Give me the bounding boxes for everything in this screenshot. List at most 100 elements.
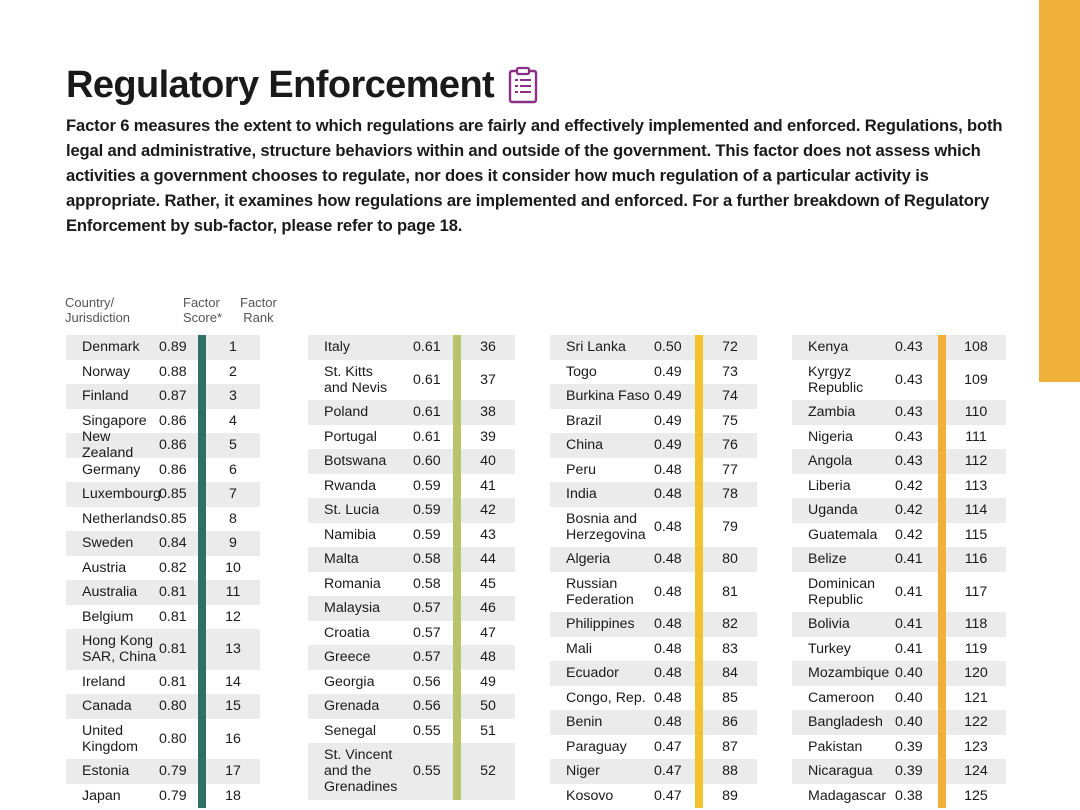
score-color-bar (695, 710, 703, 735)
factor-rank: 51 (480, 722, 496, 739)
factor-rank: 12 (225, 608, 241, 625)
factor-rank: 108 (964, 339, 988, 356)
factor-rank: 115 (964, 526, 988, 543)
factor-rank: 74 (722, 388, 738, 405)
factor-score: 0.55 (413, 763, 441, 780)
table-row: Ecuador 0.48 84 (550, 661, 757, 686)
table-row: Kyrgyz Republic 0.43 109 (792, 359, 1006, 400)
factor-rank: 85 (722, 689, 738, 706)
factor-score: 0.48 (654, 689, 682, 706)
factor-score: 0.43 (895, 428, 923, 445)
factor-rank: 13 (225, 641, 241, 658)
table-row: Denmark 0.89 1 (66, 335, 260, 360)
factor-rank: 77 (722, 461, 738, 478)
table-row: Greece 0.57 48 (308, 645, 515, 670)
score-color-bar (695, 734, 703, 759)
table-row: Bosnia and Herzegovina 0.48 79 (550, 506, 757, 547)
score-color-bar (198, 359, 206, 384)
table-row: Nigeria 0.43 111 (792, 424, 1006, 449)
factor-rank: 7 (229, 486, 237, 503)
table-row: Ireland 0.81 14 (66, 669, 260, 694)
factor-rank: 83 (722, 640, 738, 657)
table-row: New Zealand 0.86 5 (66, 429, 260, 461)
table-row: Philippines 0.48 82 (550, 612, 757, 637)
factor-rank: 6 (229, 461, 237, 478)
score-color-bar (453, 400, 461, 425)
table-row: Malaysia 0.57 46 (308, 596, 515, 621)
factor-rank: 9 (229, 535, 237, 552)
factor-rank: 4 (229, 412, 237, 429)
factor-score: 0.59 (413, 477, 441, 494)
header-country: Country/ Jurisdiction (65, 295, 131, 325)
factor-score: 0.49 (654, 363, 682, 380)
factor-rank: 2 (229, 363, 237, 380)
sidebar-accent-bar (1039, 0, 1080, 382)
factor-score: 0.56 (413, 698, 441, 715)
score-color-bar (453, 498, 461, 523)
table-row: Portugal 0.61 39 (308, 424, 515, 449)
table-column-1: Denmark 0.89 1 Norway 0.88 2 Finland 0.87 3 Singa… (66, 335, 260, 808)
score-color-bar (695, 506, 703, 547)
factor-score: 0.48 (654, 551, 682, 568)
table-row: Bangladesh 0.40 122 (792, 710, 1006, 735)
score-color-bar (198, 580, 206, 605)
factor-rank: 117 (964, 583, 988, 600)
factor-rank: 16 (225, 730, 241, 747)
table-row: Italy 0.61 36 (308, 335, 515, 360)
factor-score: 0.81 (159, 641, 187, 658)
factor-rank: 38 (480, 404, 496, 421)
score-color-bar (198, 506, 206, 531)
score-color-bar (198, 408, 206, 433)
factor-rank: 43 (480, 526, 496, 543)
factor-rank: 113 (964, 477, 988, 494)
factor-score: 0.41 (895, 583, 923, 600)
table-row: St. Lucia 0.59 42 (308, 498, 515, 523)
table-row: Brazil 0.49 75 (550, 408, 757, 433)
table-row: Finland 0.87 3 (66, 384, 260, 409)
factor-score: 0.41 (895, 640, 923, 657)
table-row: Estonia 0.79 17 (66, 759, 260, 784)
factor-rank: 80 (722, 551, 738, 568)
table-row: Algeria 0.48 80 (550, 547, 757, 572)
country-name: Romania (324, 575, 381, 592)
factor-rank: 89 (722, 787, 738, 804)
factor-score: 0.57 (413, 624, 441, 641)
factor-score: 0.47 (654, 787, 682, 804)
factor-rank: 88 (722, 763, 738, 780)
score-color-bar (938, 449, 946, 474)
country-name: Mali (566, 640, 593, 657)
factor-score: 0.49 (654, 388, 682, 405)
table-row: Peru 0.48 77 (550, 457, 757, 482)
table-row: Russian Federation 0.48 81 (550, 571, 757, 612)
factor-score: 0.43 (895, 371, 923, 388)
country-name: Rwanda (324, 477, 377, 494)
country-name: Poland (324, 404, 369, 421)
factor-score: 0.42 (895, 477, 923, 494)
table-row: Cameroon 0.40 121 (792, 685, 1006, 710)
country-name: Botswana (324, 453, 387, 470)
factor-score: 0.39 (895, 763, 923, 780)
score-color-bar (938, 734, 946, 759)
score-color-bar (695, 482, 703, 507)
factor-rank: 45 (480, 575, 496, 592)
factor-rank: 10 (225, 559, 241, 576)
factor-rank: 125 (964, 787, 988, 804)
table-row: Benin 0.48 86 (550, 710, 757, 735)
factor-rank: 40 (480, 453, 496, 470)
country-name: Liberia (808, 477, 851, 494)
country-name: Bangladesh (808, 714, 883, 731)
table-row: Angola 0.43 112 (792, 449, 1006, 474)
country-name: Grenada (324, 698, 380, 715)
factor-score: 0.43 (895, 339, 923, 356)
factor-score: 0.40 (895, 689, 923, 706)
factor-score: 0.81 (159, 608, 187, 625)
score-color-bar (453, 571, 461, 596)
table-row: Austria 0.82 10 (66, 555, 260, 580)
country-name: Guatemala (808, 526, 878, 543)
factor-rank: 86 (722, 714, 738, 731)
score-color-bar (198, 718, 206, 759)
factor-score: 0.48 (654, 714, 682, 731)
score-color-bar (938, 759, 946, 784)
country-name: Singapore (82, 412, 147, 429)
score-color-bar (938, 636, 946, 661)
